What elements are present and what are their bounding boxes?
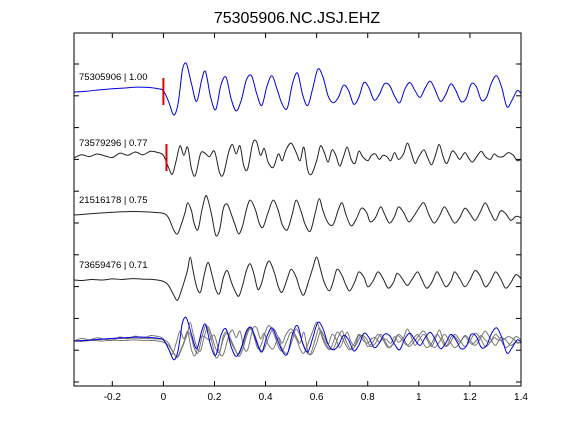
trace-label-21516178: 21516178 | 0.75	[79, 195, 148, 206]
waveform-trace-73579296	[73, 139, 522, 177]
x-tick-label: 0.6	[310, 392, 324, 403]
x-tick-label: 0.8	[361, 392, 375, 403]
waveform-trace-75305906	[73, 62, 522, 116]
plot-frame	[73, 32, 522, 387]
overlay-trace-73659476	[73, 321, 522, 359]
chart-title: 75305906.NC.JSJ.EHZ	[214, 10, 381, 27]
x-tick-label: 0.4	[259, 392, 273, 403]
waveform-trace-21516178	[73, 194, 522, 237]
axes: -0.2 0 0.2 0.4 0.6 0.8 1 1.2 1.4	[73, 32, 528, 403]
trace-label-75305906: 75305906 | 1.00	[79, 72, 148, 83]
x-tick-label: 1.4	[514, 392, 528, 403]
x-tick-label: 0.2	[208, 392, 222, 403]
plot-area	[73, 62, 522, 361]
waveform-trace-73659476	[73, 256, 522, 301]
trace-labels: 75305906 | 1.00 73579296 | 0.77 21516178 |…	[79, 72, 148, 271]
x-tick-label: 1	[416, 392, 422, 403]
x-tick-label: 1.2	[463, 392, 477, 403]
x-tick-label: -0.2	[104, 392, 122, 403]
x-tick-label: 0	[161, 392, 167, 403]
overlay-trace-75305906	[73, 316, 522, 361]
trace-label-73659476: 73659476 | 0.71	[79, 260, 148, 271]
trace-label-73579296: 73579296 | 0.77	[79, 138, 148, 149]
